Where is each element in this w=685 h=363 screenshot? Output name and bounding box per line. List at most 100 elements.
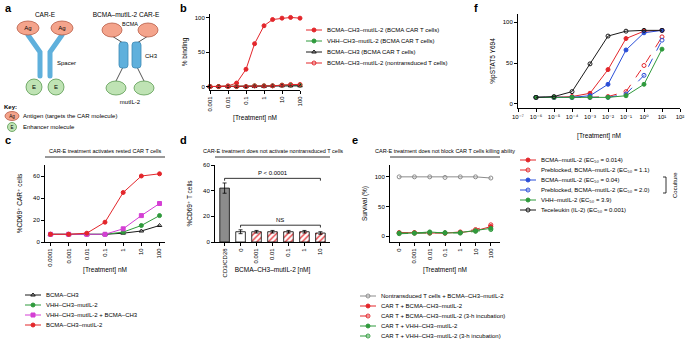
svg-text:20: 20 (33, 217, 40, 223)
svg-text:CAR-E treatment does not activ: CAR-E treatment does not activate nontra… (203, 148, 343, 154)
svg-text:10¹: 10¹ (658, 114, 667, 120)
svg-text:0: 0 (509, 101, 513, 107)
svg-text:BCMA–mutIL-2 (EC₅₀ = 0.04): BCMA–mutIL-2 (EC₅₀ = 0.04) (541, 177, 619, 183)
svg-text:100: 100 (195, 15, 206, 21)
svg-text:%CD69⁺ T cells: %CD69⁺ T cells (186, 180, 193, 227)
svg-text:BCMA–CH3: BCMA–CH3 (46, 292, 79, 298)
svg-text:10⁻³: 10⁻³ (584, 114, 596, 120)
svg-text:Preblocked, BCMA–mutIL-2 (EC₅₀: Preblocked, BCMA–mutIL-2 (EC₅₀ = 1.1) (541, 167, 649, 173)
svg-text:NS: NS (276, 217, 284, 223)
svg-text:50: 50 (198, 49, 205, 55)
svg-text:BCMA–mutIL-2 (EC₅₀ = 0.014): BCMA–mutIL-2 (EC₅₀ = 0.014) (541, 157, 623, 163)
svg-text:10²: 10² (676, 114, 685, 120)
svg-text:CAR T + BCMA–CH3–mutIL-2: CAR T + BCMA–CH3–mutIL-2 (381, 303, 463, 309)
svg-text:1: 1 (457, 248, 463, 252)
svg-text:CAR T + VHH–CH3–mutIL-2 (3-h i: CAR T + VHH–CH3–mutIL-2 (3-h incubation) (381, 333, 501, 339)
svg-text:0.001: 0.001 (66, 248, 72, 264)
svg-text:0.01: 0.01 (84, 248, 90, 260)
svg-text:E: E (32, 84, 36, 90)
svg-text:0: 0 (381, 233, 385, 239)
svg-text:% binding: % binding (181, 37, 189, 66)
svg-text:0.0001: 0.0001 (47, 248, 53, 267)
svg-text:VHH–CH3–mutIL-2 + BCMA–CH3: VHH–CH3–mutIL-2 + BCMA–CH3 (46, 312, 138, 318)
svg-text:BCMA–CH3 (BCMA CAR T cells): BCMA–CH3 (BCMA CAR T cells) (327, 49, 415, 55)
svg-text:10⁻²: 10⁻² (602, 114, 614, 120)
svg-text:[Treatment] nM: [Treatment] nM (577, 132, 621, 140)
svg-text:100: 100 (297, 96, 303, 107)
svg-text:CD3/CD28: CD3/CD28 (222, 248, 228, 278)
svg-text:[Treatment] nM: [Treatment] nM (423, 266, 467, 274)
svg-text:60: 60 (203, 162, 210, 168)
svg-text:BCMA: BCMA (122, 21, 138, 27)
svg-text:50: 50 (506, 60, 513, 66)
svg-text:Ag: Ag (58, 25, 65, 31)
svg-text:Enhancer molecule: Enhancer molecule (23, 124, 75, 130)
svg-text:P < 0.0001: P < 0.0001 (258, 170, 288, 176)
svg-text:10: 10 (279, 96, 285, 103)
svg-text:0.001: 0.001 (411, 248, 417, 264)
svg-text:Ag: Ag (24, 25, 31, 31)
svg-text:10⁰: 10⁰ (639, 114, 649, 120)
svg-text:Nontransduced T cells + BCMA–C: Nontransduced T cells + BCMA–CH3–mutIL-2 (381, 293, 504, 299)
svg-text:1: 1 (120, 248, 126, 252)
svg-text:Coculture: Coculture (672, 172, 678, 198)
svg-text:10⁻⁷: 10⁻⁷ (512, 114, 524, 120)
svg-text:10: 10 (317, 248, 323, 255)
svg-text:Key:: Key: (4, 104, 17, 110)
svg-text:1: 1 (301, 248, 307, 252)
svg-text:BCMA–mutIL-2 CAR-E: BCMA–mutIL-2 CAR-E (93, 11, 160, 18)
svg-text:d: d (180, 134, 187, 146)
svg-text:0: 0 (201, 84, 205, 90)
svg-text:0: 0 (396, 248, 402, 252)
svg-text:100: 100 (156, 248, 162, 259)
svg-text:20: 20 (203, 213, 210, 219)
svg-text:Ag: Ag (9, 114, 15, 119)
svg-text:CAR-E treatment does not block: CAR-E treatment does not block CAR T cel… (375, 148, 515, 154)
svg-text:CAR-E treatment activates rest: CAR-E treatment activates rested CAR T c… (49, 148, 162, 154)
svg-text:50: 50 (378, 204, 385, 210)
svg-text:100: 100 (503, 19, 514, 25)
svg-text:10: 10 (138, 248, 144, 255)
svg-text:10: 10 (473, 248, 479, 255)
svg-text:100: 100 (375, 174, 386, 180)
svg-text:0.1: 0.1 (442, 248, 448, 257)
svg-text:CAR T + BCMA–CH3–mutIL-2 (3-h: CAR T + BCMA–CH3–mutIL-2 (3-h incubation… (381, 313, 505, 319)
svg-text:c: c (5, 134, 11, 146)
svg-text:a: a (5, 2, 12, 14)
svg-text:100: 100 (488, 248, 494, 259)
svg-text:%CD69⁺ CAR⁺ cells: %CD69⁺ CAR⁺ cells (16, 173, 23, 233)
svg-text:Preblocked, BCMA–mutIL-2 (EC₅₀: Preblocked, BCMA–mutIL-2 (EC₅₀ = 2.0) (541, 187, 649, 193)
svg-text:10⁻⁶: 10⁻⁶ (530, 114, 543, 120)
svg-text:e: e (352, 134, 358, 146)
svg-text:0.001: 0.001 (207, 96, 213, 112)
svg-text:10⁻⁴: 10⁻⁴ (566, 114, 579, 120)
svg-text:mutIL-2: mutIL-2 (120, 99, 141, 105)
svg-text:[Treatment] nM: [Treatment] nM (233, 114, 277, 122)
svg-text:BCMA–CH3–mutIL-2 (BCMA CAR T c: BCMA–CH3–mutIL-2 (BCMA CAR T cells) (327, 27, 439, 33)
svg-text:40: 40 (203, 188, 210, 194)
svg-text:0.01: 0.01 (427, 248, 433, 260)
svg-text:[Treatment] nM: [Treatment] nM (83, 266, 127, 274)
svg-text:E: E (54, 84, 58, 90)
svg-text:CH3: CH3 (145, 53, 158, 59)
svg-text:0.1: 0.1 (285, 248, 291, 257)
svg-text:10⁻¹: 10⁻¹ (620, 114, 632, 120)
svg-text:Survival (%): Survival (%) (361, 186, 369, 221)
svg-text:CAR T + VHH–CH3–mutIL-2: CAR T + VHH–CH3–mutIL-2 (381, 323, 458, 329)
svg-text:BCMA–CH3–mutIL-2 (nontransduce: BCMA–CH3–mutIL-2 (nontransduced T cells) (327, 60, 448, 66)
svg-text:E: E (10, 125, 13, 130)
svg-text:0.01: 0.01 (269, 248, 275, 260)
svg-text:0.1: 0.1 (102, 248, 108, 257)
svg-text:40: 40 (33, 195, 40, 201)
svg-text:b: b (180, 2, 187, 14)
svg-text:60: 60 (33, 173, 40, 179)
svg-text:Spacer: Spacer (57, 60, 76, 66)
svg-text:1: 1 (261, 96, 267, 100)
svg-text:Teceleukin (IL-2) (EC₅₀ = 0.00: Teceleukin (IL-2) (EC₅₀ = 0.001) (541, 207, 626, 213)
svg-text:0.001: 0.001 (253, 248, 259, 264)
svg-text:0: 0 (206, 239, 210, 245)
svg-text:f: f (474, 2, 478, 14)
svg-text:0: 0 (238, 248, 244, 252)
svg-text:BCMA–CH3–mutIL-2: BCMA–CH3–mutIL-2 (46, 322, 103, 328)
svg-text:VHH–CH3–mutIL-2: VHH–CH3–mutIL-2 (46, 302, 98, 308)
